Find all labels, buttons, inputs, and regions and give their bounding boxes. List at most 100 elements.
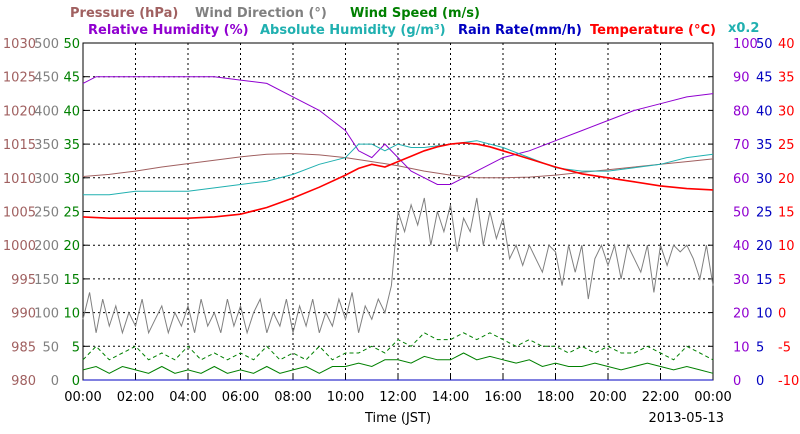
y-tick-label-temperature: 30 — [778, 104, 795, 119]
x-tick-label: 10:00 — [327, 390, 364, 405]
x-tick-label: 02:00 — [117, 390, 154, 405]
series-wind-direction — [82, 197, 714, 335]
y-tick-label-wind-speed: 40 — [63, 104, 80, 119]
y-tick-label-temperature: 0 — [778, 307, 786, 322]
y-tick-label-rain-rate: 45 — [756, 71, 773, 86]
x-tick-label: 22:00 — [642, 390, 679, 405]
y-tick-label-temperature: 25 — [778, 138, 795, 153]
legend-pressure: Pressure (hPa) — [70, 6, 178, 21]
x-axis: 00:00 02:00 04:00 06:00 08:00 10:00 12:00 14:00… — [64, 375, 732, 405]
y-tick-label-wind-direction: 250 — [34, 206, 59, 221]
y-tick-label-wind-direction: 300 — [34, 172, 59, 187]
y-tick-label-wind-speed: 45 — [63, 71, 80, 86]
y-tick-label-wind-speed: 35 — [63, 138, 80, 153]
y-tick-label-rain-rate: 20 — [756, 239, 773, 254]
y-tick-label-rain-rate: 5 — [756, 340, 764, 355]
y-tick-label-wind-direction: 350 — [34, 138, 59, 153]
y-tick-label-pressure: 1000 — [3, 239, 36, 254]
y-tick-label-wind-direction: 50 — [42, 340, 59, 355]
x-tick-label: 14:00 — [432, 390, 469, 405]
x-tick-label: 20:00 — [589, 390, 626, 405]
legend-wind-speed: Wind Speed (m/s) — [350, 6, 480, 21]
series-absolute-humidity-g-m — [83, 140, 714, 196]
y-tick-label-rain-rate: 50 — [756, 37, 773, 52]
y-tick-label-wind-speed: 50 — [63, 37, 80, 52]
y-tick-label-humidity: 100 — [733, 37, 758, 52]
y-tick-label-pressure: 1010 — [3, 172, 36, 187]
y-tick-label-pressure: 1015 — [3, 138, 36, 153]
y-tick-label-wind-speed: 15 — [63, 273, 80, 288]
y-tick-label-humidity: 90 — [733, 71, 750, 86]
y-tick-label-rain-rate: 40 — [756, 104, 773, 119]
legend-wind-direction: Wind Direction (°) — [195, 6, 327, 21]
x-tick-label: 04:00 — [169, 390, 206, 405]
y-tick-label-humidity: 40 — [733, 239, 750, 254]
y-tick-label-humidity: 30 — [733, 273, 750, 288]
y-tick-label-pressure: 990 — [11, 307, 36, 322]
y-tick-label-rain-rate: 25 — [756, 206, 773, 221]
y-tick-label-temperature: 15 — [778, 206, 795, 221]
legend-absolute-humidity: Absolute Humidity (g/m³) — [260, 23, 446, 38]
x-tick-label: 00:00 — [64, 390, 101, 405]
y-tick-label-wind-direction: 500 — [34, 37, 59, 52]
y-tick-label-wind-direction: 0 — [51, 374, 59, 389]
y-tick-label-pressure: 1020 — [3, 104, 36, 119]
series-group — [82, 76, 714, 381]
series-relative-humidity — [82, 76, 714, 185]
y-tick-label-wind-speed: 5 — [72, 340, 80, 355]
y-tick-label-temperature: 5 — [778, 273, 786, 288]
y-tick-label-rain-rate: 10 — [756, 307, 773, 322]
y-tick-label-pressure: 1030 — [3, 37, 36, 52]
y-tick-label-temperature: -10 — [778, 374, 799, 389]
series-temperature-c — [82, 141, 714, 219]
y-tick-label-humidity: 10 — [733, 340, 750, 355]
x-tick-label: 00:00 — [694, 390, 731, 405]
y-tick-label-temperature: 35 — [778, 71, 795, 86]
x-tick-label: 08:00 — [274, 390, 311, 405]
y-tick-label-wind-speed: 10 — [63, 307, 80, 322]
legend-temperature: Temperature (°C) — [590, 23, 716, 38]
y-tick-label-wind-direction: 400 — [34, 104, 59, 119]
y-tick-label-rain-rate: 15 — [756, 273, 773, 288]
y-tick-label-wind-speed: 30 — [63, 172, 80, 187]
abs-humidity-multiplier: x0.2 — [728, 21, 759, 36]
x-tick-label: 06:00 — [222, 390, 259, 405]
y-tick-label-temperature: 40 — [778, 37, 795, 52]
y-tick-label-pressure: 1005 — [3, 206, 36, 221]
chart-date: 2013-05-13 — [648, 411, 724, 426]
y-tick-label-wind-speed: 0 — [72, 374, 80, 389]
series-pressure-hpa — [82, 152, 714, 179]
y-tick-label-rain-rate: 35 — [756, 138, 773, 153]
y-tick-label-humidity: 60 — [733, 172, 750, 187]
y-tick-label-humidity: 20 — [733, 307, 750, 322]
y-tick-label-wind-direction: 450 — [34, 71, 59, 86]
y-tick-label-temperature: 10 — [778, 239, 795, 254]
x-tick-label: 18:00 — [537, 390, 574, 405]
y-tick-label-temperature: -5 — [778, 340, 791, 355]
legend-rain-rate: Rain Rate(mm/h) — [458, 23, 582, 38]
y-tick-label-wind-direction: 150 — [34, 273, 59, 288]
x-tick-label: 16:00 — [484, 390, 521, 405]
y-tick-label-humidity: 50 — [733, 206, 750, 221]
y-tick-label-pressure: 980 — [11, 374, 36, 389]
x-tick-label: 12:00 — [379, 390, 416, 405]
y-tick-label-humidity: 70 — [733, 138, 750, 153]
legend-relative-humidity: Relative Humidity (%) — [88, 23, 249, 38]
y-tick-label-wind-direction: 200 — [34, 239, 59, 254]
y-tick-label-pressure: 985 — [11, 340, 36, 355]
series-wind-speed-m-s — [82, 352, 714, 374]
series-wind-speed-m-s-max — [82, 332, 714, 361]
y-tick-label-wind-speed: 20 — [63, 239, 80, 254]
y-tick-label-rain-rate: 0 — [756, 374, 764, 389]
y-tick-label-pressure: 995 — [11, 273, 36, 288]
x-axis-label: Time (JST) — [364, 411, 431, 426]
y-axes: 9809859909951000100510101015102010251030… — [3, 37, 799, 389]
y-tick-label-pressure: 1025 — [3, 71, 36, 86]
y-tick-label-humidity: 0 — [733, 374, 741, 389]
y-tick-label-wind-speed: 25 — [63, 206, 80, 221]
y-tick-label-wind-direction: 100 — [34, 307, 59, 322]
y-tick-label-rain-rate: 30 — [756, 172, 773, 187]
y-tick-label-temperature: 20 — [778, 172, 795, 187]
y-tick-label-humidity: 80 — [733, 104, 750, 119]
